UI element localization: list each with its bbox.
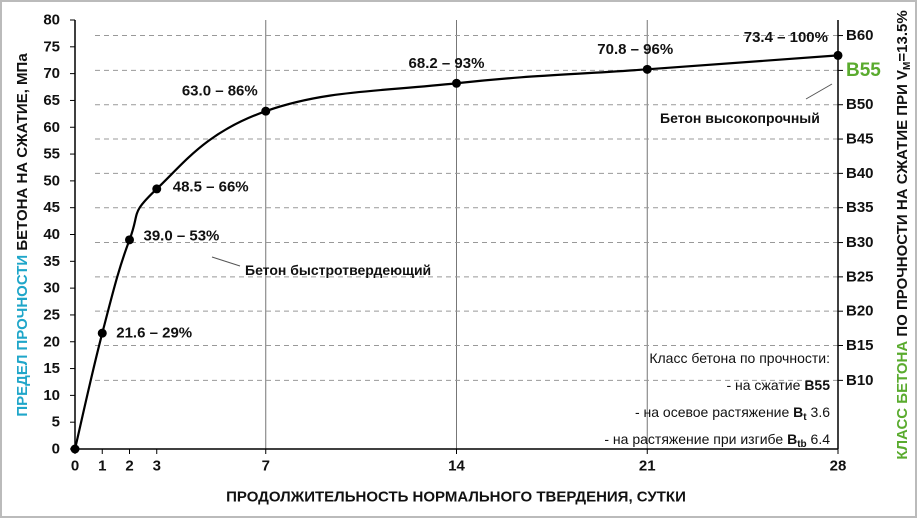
y2-tick-label: B60 [846, 27, 874, 44]
y2-axis-title: КЛАСС БЕТОНА ПО ПРОЧНОСТИ НА СЖАТИЕ ПРИ … [894, 10, 914, 459]
x-tick-label: 3 [153, 458, 161, 475]
info-sub: tb [797, 439, 806, 450]
info-text: - на растяжение при изгибе [604, 431, 787, 447]
y-axis-title: ПРЕДЕЛ ПРОЧНОСТИ БЕТОНА НА СЖАТИЕ, МПа [14, 53, 31, 417]
point [70, 444, 80, 454]
x-axis-title: ПРОДОЛЖИТЕЛЬНОСТЬ НОРМАЛЬНОГО ТВЕРДЕНИЯ,… [226, 489, 686, 506]
value-label: 70.8 – 96% [597, 41, 673, 58]
point [642, 64, 652, 74]
y-tick-label: 35 [43, 253, 60, 270]
annotation: Бетон высокопрочный [660, 110, 820, 126]
y-tick-label: 10 [43, 387, 60, 404]
x-tick-label: 21 [639, 458, 656, 475]
y-tick-label: 25 [43, 306, 60, 323]
y2-tick-label: B30 [846, 234, 874, 251]
y-tick-label: 5 [52, 414, 60, 431]
info-line: - на сжатие B55 [726, 377, 830, 393]
y2-tick-label: B15 [846, 337, 874, 354]
info-text: - на сжатие [726, 377, 804, 393]
y-tick-label: 55 [43, 146, 60, 163]
point [833, 50, 843, 60]
y-tick-label: 30 [43, 280, 60, 297]
x-tick-label: 14 [448, 458, 465, 475]
y-tick-label: 70 [43, 65, 60, 82]
y2-tick-label: B25 [846, 268, 874, 285]
y-tick-label: 60 [43, 119, 60, 136]
y2-tick-label: B40 [846, 165, 874, 182]
info-line: - на растяжение при изгибе Btb 6.4 [604, 431, 830, 450]
annotation: Бетон быстротвердеющий [245, 262, 431, 278]
annotation-arrow [805, 83, 833, 100]
info-class: B55 [804, 377, 830, 393]
point [261, 106, 271, 116]
point [152, 184, 162, 194]
x-tick-label: 2 [125, 458, 133, 475]
y-tick-label: 20 [43, 333, 60, 350]
grid [95, 20, 838, 449]
point [97, 328, 107, 338]
info-class: B [793, 404, 803, 420]
y-tick-label: 80 [43, 12, 60, 29]
value-label: 39.0 – 53% [144, 227, 220, 244]
info-value: 3.6 [807, 404, 831, 420]
y2-title-part: ПО ПРОЧНОСТИ НА СЖАТИЕ ПРИ V [894, 70, 911, 341]
y-title-part: ПРЕДЕЛ ПРОЧНОСТИ [14, 255, 31, 417]
info-value: 6.4 [807, 431, 831, 447]
y2-tick-label: B10 [846, 372, 874, 389]
y-tick-label: 75 [43, 38, 60, 55]
x-tick-label: 0 [71, 458, 79, 475]
info-line: - на осевое растяжение Bt 3.6 [635, 404, 830, 423]
point [452, 78, 461, 88]
y2-tick-label: B20 [846, 303, 874, 320]
info-text: - на осевое растяжение [635, 404, 793, 420]
annotation-arrow [211, 256, 241, 267]
y-title-part: БЕТОНА НА СЖАТИЕ, МПа [14, 53, 31, 255]
y2-title-part: =13.5% [894, 10, 911, 61]
y-tick-label: 45 [43, 199, 60, 216]
info-heading: Класс бетона по прочности: [649, 350, 830, 366]
value-label: 68.2 – 93% [409, 55, 485, 72]
x-tick-label: 1 [98, 458, 106, 475]
y2-title-part: КЛАСС БЕТОНА [894, 341, 911, 460]
y-tick-label: 50 [43, 172, 60, 189]
y-tick-label: 65 [43, 92, 60, 109]
value-label: 48.5 – 66% [173, 178, 249, 195]
y-tick-label: 40 [43, 226, 60, 243]
info-class: B [787, 431, 797, 447]
y2-title-part: M [902, 62, 913, 70]
y2-tick-label: B45 [846, 131, 874, 148]
y2-tick-label: B35 [846, 199, 874, 216]
point [125, 235, 134, 245]
value-label: 21.6 – 29% [116, 325, 192, 342]
y2-tick-label: B50 [846, 96, 874, 113]
y-tick-label: 0 [52, 441, 60, 458]
y2-tick-label: B55 [846, 60, 881, 81]
x-tick-label: 7 [262, 458, 270, 475]
value-label: 63.0 – 86% [182, 83, 258, 100]
x-tick-label: 28 [830, 458, 847, 475]
value-label: 73.4 – 100% [744, 29, 828, 46]
info-sub: t [803, 412, 807, 423]
y-tick-label: 15 [43, 360, 60, 377]
